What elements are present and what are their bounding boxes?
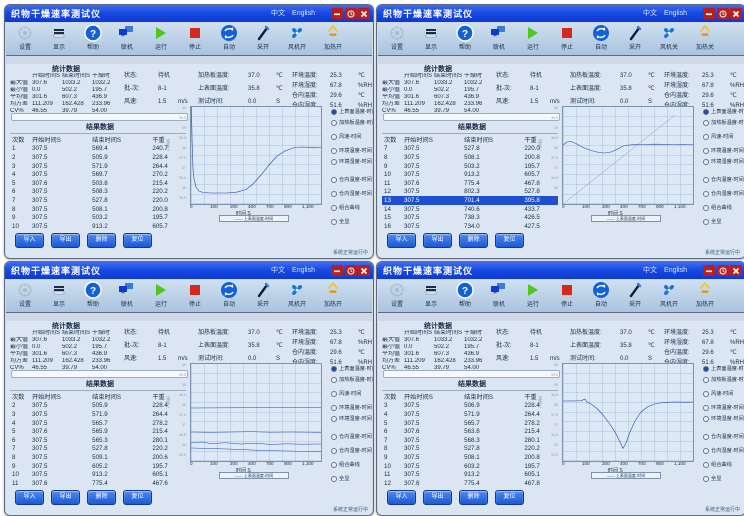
svg-text:?: ? (462, 29, 468, 40)
svg-text:?: ? (462, 286, 468, 297)
svg-text:?: ? (90, 286, 96, 297)
svg-text:?: ? (90, 29, 96, 40)
